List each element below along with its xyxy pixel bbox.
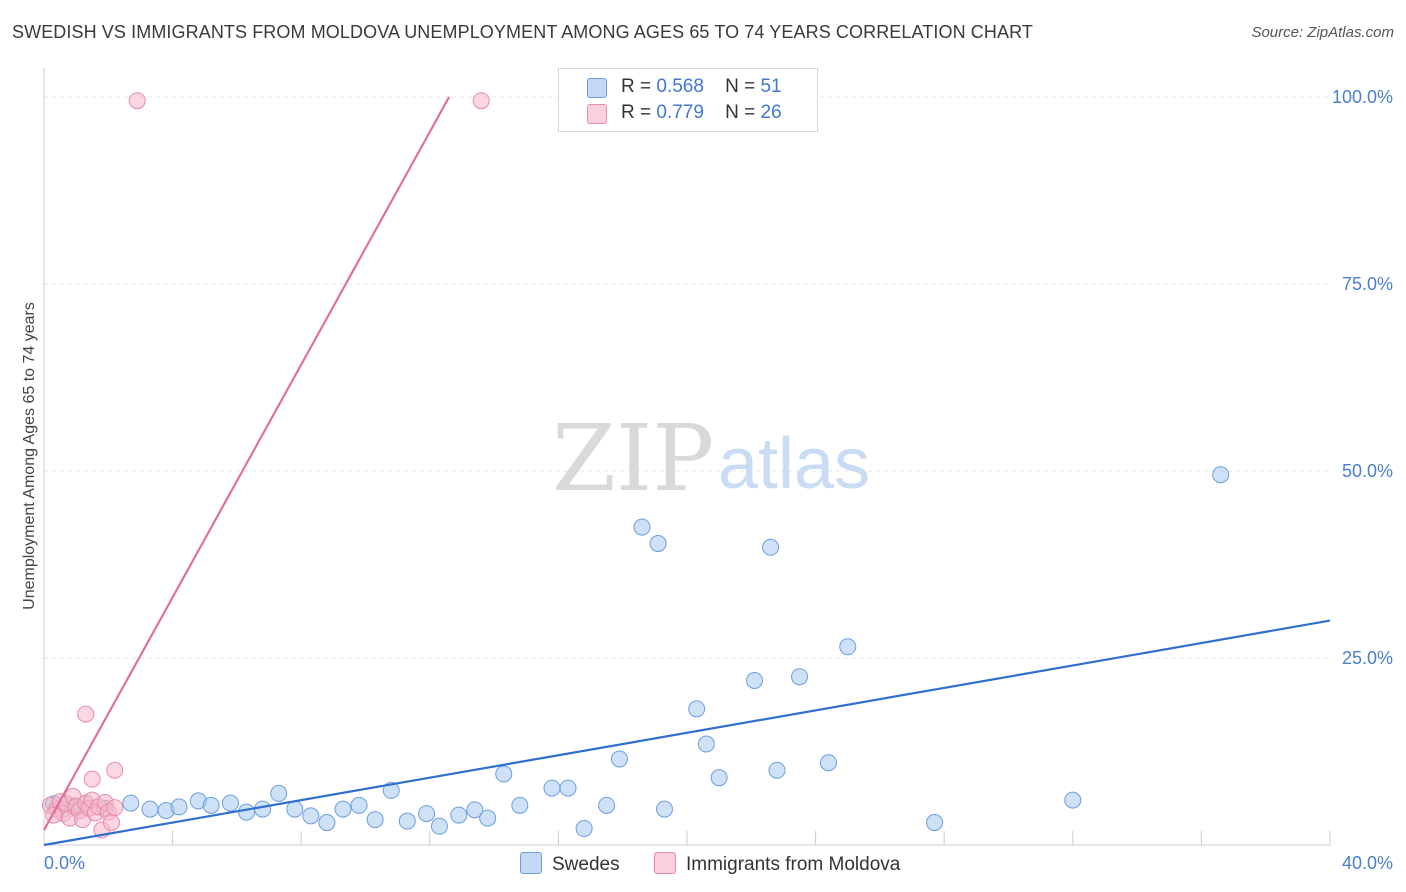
point-swedes bbox=[318, 814, 336, 832]
point-moldova bbox=[472, 92, 490, 110]
bottom-legend-swedes: Swedes bbox=[520, 852, 620, 876]
y-tick-label: 50.0% bbox=[1342, 461, 1393, 481]
point-swedes bbox=[350, 796, 368, 814]
y-tick-label: 75.0% bbox=[1342, 274, 1393, 294]
legend-n-label: N = bbox=[725, 102, 756, 123]
point-swedes bbox=[746, 671, 764, 689]
x-tick-label: 40.0% bbox=[1342, 853, 1393, 873]
point-moldova bbox=[106, 761, 124, 779]
correlation-legend: R = 0.568 N = 51 R = 0.779 N = 26 bbox=[558, 68, 818, 132]
legend-r-label: R = bbox=[621, 76, 652, 97]
watermark-zip: ZIP bbox=[552, 405, 714, 512]
point-swedes bbox=[655, 800, 673, 818]
trend-line-moldova bbox=[43, 96, 451, 831]
point-swedes bbox=[839, 638, 857, 656]
point-swedes bbox=[926, 814, 944, 832]
point-swedes bbox=[633, 518, 651, 536]
legend-text-moldova: R = 0.779 N = 26 bbox=[621, 102, 782, 124]
legend-r-label: R = bbox=[621, 102, 652, 123]
point-swedes bbox=[762, 538, 780, 556]
y-tick-label: 25.0% bbox=[1342, 648, 1393, 668]
point-swedes bbox=[598, 796, 616, 814]
scatter-points bbox=[41, 92, 1230, 839]
point-swedes bbox=[543, 779, 561, 797]
point-moldova bbox=[128, 92, 146, 110]
point-swedes bbox=[270, 784, 288, 802]
point-swedes bbox=[710, 769, 728, 787]
point-moldova bbox=[103, 814, 121, 832]
point-swedes bbox=[366, 811, 384, 829]
point-swedes bbox=[479, 809, 497, 827]
bottom-legend-swatch-swedes bbox=[520, 852, 542, 874]
watermark-atlas: atlas bbox=[718, 424, 870, 504]
legend-n-label: N = bbox=[725, 76, 756, 97]
tick-labels: 25.0% 50.0% 75.0% 100.0% 0.0% 40.0% bbox=[44, 87, 1393, 873]
point-swedes bbox=[334, 800, 352, 818]
point-swedes bbox=[466, 801, 484, 819]
legend-n-value-moldova: 26 bbox=[760, 102, 782, 123]
bottom-legend-label-swedes: Swedes bbox=[552, 854, 620, 875]
point-swedes bbox=[254, 800, 272, 818]
point-swedes bbox=[122, 794, 140, 812]
point-swedes bbox=[559, 779, 577, 797]
point-swedes bbox=[791, 668, 809, 686]
point-swedes bbox=[238, 803, 256, 821]
point-swedes bbox=[610, 750, 628, 768]
point-swedes bbox=[398, 812, 416, 830]
legend-text-swedes: R = 0.568 N = 51 bbox=[621, 76, 782, 98]
point-swedes bbox=[1064, 791, 1082, 809]
point-swedes bbox=[450, 806, 468, 824]
trend-lines bbox=[43, 96, 1331, 847]
point-moldova bbox=[106, 799, 124, 817]
point-swedes bbox=[418, 805, 436, 823]
legend-swatch-swedes bbox=[587, 78, 607, 98]
legend-r-value-moldova: 0.779 bbox=[656, 102, 704, 123]
point-swedes bbox=[286, 800, 304, 818]
bottom-legend-label-moldova: Immigrants from Moldova bbox=[686, 854, 901, 875]
point-swedes bbox=[649, 535, 667, 553]
y-axis-title: Unemployment Among Ages 65 to 74 years bbox=[21, 302, 38, 610]
point-moldova bbox=[83, 770, 101, 788]
point-moldova bbox=[77, 705, 95, 723]
legend-r-value-swedes: 0.568 bbox=[656, 76, 704, 97]
point-swedes bbox=[1212, 466, 1230, 484]
point-swedes bbox=[697, 735, 715, 753]
point-swedes bbox=[575, 820, 593, 838]
chart-title: SWEDISH VS IMMIGRANTS FROM MOLDOVA UNEMP… bbox=[12, 22, 1033, 42]
x-tick-label: 0.0% bbox=[44, 853, 85, 873]
point-swedes bbox=[688, 700, 706, 718]
point-swedes bbox=[511, 796, 529, 814]
bottom-legend-moldova: Immigrants from Moldova bbox=[654, 852, 900, 876]
point-swedes bbox=[495, 765, 513, 783]
y-tick-label: 100.0% bbox=[1332, 87, 1393, 107]
legend-swatch-moldova bbox=[587, 104, 607, 124]
point-swedes bbox=[768, 761, 786, 779]
point-swedes bbox=[221, 794, 239, 812]
source-credit: Source: ZipAtlas.com bbox=[1251, 24, 1394, 41]
point-swedes bbox=[430, 817, 448, 835]
bottom-legend-swatch-moldova bbox=[654, 852, 676, 874]
point-swedes bbox=[302, 807, 320, 825]
point-swedes bbox=[141, 800, 159, 818]
point-swedes bbox=[382, 781, 400, 799]
axes bbox=[43, 68, 1330, 846]
point-swedes bbox=[170, 798, 188, 816]
point-swedes bbox=[819, 754, 837, 772]
legend-n-value-swedes: 51 bbox=[760, 76, 782, 97]
trend-line-swedes bbox=[43, 619, 1331, 847]
point-swedes bbox=[202, 796, 220, 814]
